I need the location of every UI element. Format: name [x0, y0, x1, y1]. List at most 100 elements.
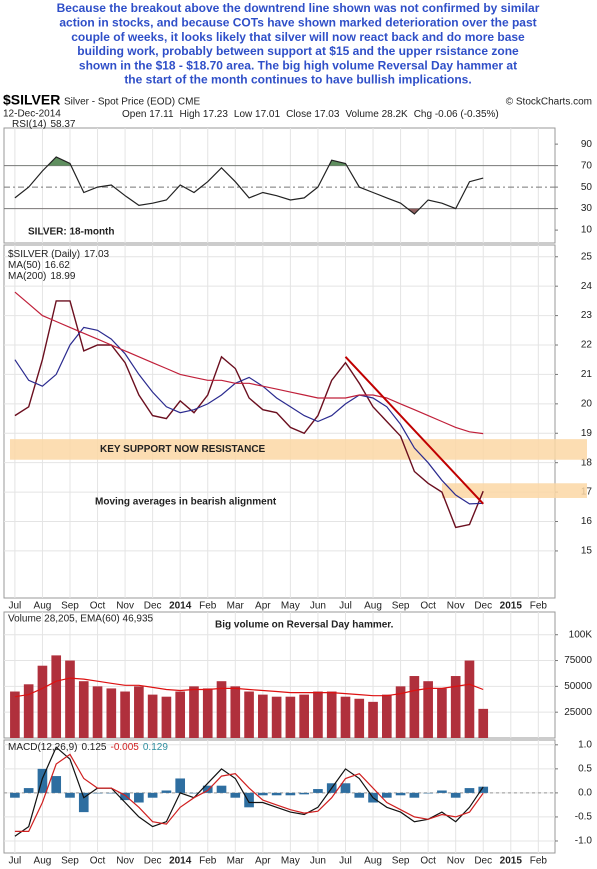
y-tick-label: 22	[581, 340, 593, 351]
y-tick-label: 19	[581, 428, 593, 439]
series-line	[14, 746, 484, 837]
bar	[230, 686, 241, 738]
bar	[10, 792, 20, 798]
legend: MACD(12,26,9) 0.125 -0.005 0.129	[8, 742, 168, 753]
panel	[3, 127, 556, 244]
x-tick-label: Feb	[530, 856, 548, 867]
x-tick-label: Apr	[255, 856, 271, 867]
bar	[340, 696, 351, 738]
x-tick-label: Jun	[310, 856, 326, 867]
bar	[285, 696, 296, 738]
bar	[437, 688, 447, 738]
commentary-line: couple of weeks, it looks likely that si…	[71, 30, 525, 44]
x-tick-label: Sep	[61, 601, 79, 612]
bar	[354, 698, 365, 738]
bar	[381, 792, 392, 798]
x-tick-label: Sep	[392, 601, 410, 612]
y-tick-label: 90	[581, 139, 593, 150]
bar	[478, 786, 489, 793]
legend-name: MA(50)	[8, 260, 41, 271]
bar	[258, 792, 268, 796]
zone	[10, 439, 587, 460]
credit: © StockCharts.com	[506, 97, 592, 108]
bar	[147, 792, 158, 798]
bar	[92, 792, 103, 794]
legend-value: 0.125	[81, 742, 106, 753]
y-tick-label: 23	[581, 310, 593, 321]
bar	[134, 686, 144, 738]
symbol: $SILVER	[3, 92, 60, 108]
x-tick-label: Sep	[61, 856, 79, 867]
bar	[437, 790, 447, 793]
x-tick-label: Sep	[392, 856, 410, 867]
bar	[423, 792, 433, 794]
y-tick-label: 16	[581, 516, 593, 527]
legend-value: 16.62	[45, 260, 70, 271]
y-tick-label: 0.5	[578, 763, 592, 774]
series-line	[14, 677, 484, 698]
bar	[409, 676, 420, 738]
commentary-line: shown in the $18 - $18.70 area. The big …	[79, 58, 517, 72]
bar	[368, 701, 378, 738]
quote: Open 17.11 High 17.23 Low 17.01 Close 17.03…	[122, 109, 499, 120]
commentary-line: building work, probably between support …	[77, 44, 519, 58]
x-tick-label: Dec	[474, 856, 492, 867]
x-tick-label: Aug	[34, 601, 52, 612]
x-tick-label: Mar	[227, 856, 245, 867]
x-tick-label: Jul	[339, 601, 352, 612]
zone-label: KEY SUPPORT NOW RESISTANCE	[100, 444, 266, 455]
zone	[441, 483, 587, 498]
bar	[51, 776, 62, 793]
chart-title: SILVER: 18-month	[28, 227, 114, 238]
x-tick-label: Jul	[8, 601, 21, 612]
y-tick-label: 70	[581, 160, 593, 171]
legend-value: 0.129	[143, 742, 168, 753]
series-line	[14, 156, 484, 215]
x-tick-label: Feb	[199, 601, 217, 612]
bar	[51, 655, 62, 738]
bar	[37, 768, 48, 793]
bar	[230, 792, 241, 798]
y-tick-label: 100K	[569, 629, 593, 640]
y-tick-label: 24	[581, 281, 593, 292]
x-tick-label: Dec	[144, 601, 162, 612]
x-tick-label: Feb	[530, 601, 548, 612]
bar	[326, 691, 337, 738]
quote-item: Open 17.11	[122, 109, 174, 120]
legend-value: 17.03	[84, 249, 109, 260]
bar	[381, 694, 392, 738]
bar	[23, 684, 34, 738]
bar	[395, 686, 406, 738]
legend: $SILVER (Daily) 17.03	[8, 249, 110, 260]
x-tick-label: 2015	[500, 601, 523, 612]
commentary-line: Because the breakout above the downtrend…	[57, 1, 540, 15]
bar	[271, 792, 282, 796]
panel	[3, 244, 556, 599]
y-tick-label: -0.5	[575, 812, 593, 823]
bar	[37, 665, 48, 738]
y-tick-label: 21	[581, 369, 593, 380]
bar	[161, 790, 172, 793]
bar	[313, 691, 323, 738]
bar	[23, 788, 34, 793]
x-tick-label: Aug	[364, 601, 382, 612]
legend-name: $SILVER (Daily)	[8, 249, 80, 260]
x-tick-label: Oct	[420, 856, 436, 867]
series-line	[14, 326, 484, 505]
bar	[271, 696, 282, 738]
bar	[244, 792, 254, 808]
y-tick-label: 10	[581, 225, 593, 236]
x-tick-label: Dec	[474, 601, 492, 612]
bar	[258, 694, 268, 738]
bar	[478, 708, 489, 738]
panel	[3, 739, 556, 854]
bar	[202, 688, 213, 738]
x-tick-label: Nov	[116, 601, 134, 612]
y-tick-label: 25	[581, 251, 593, 262]
x-tick-label: May	[281, 601, 300, 612]
x-tick-label: Oct	[420, 601, 436, 612]
legend: RSI(14) 58.37	[12, 119, 76, 130]
note: Moving averages in bearish alignment	[95, 497, 277, 508]
bar	[175, 691, 186, 738]
